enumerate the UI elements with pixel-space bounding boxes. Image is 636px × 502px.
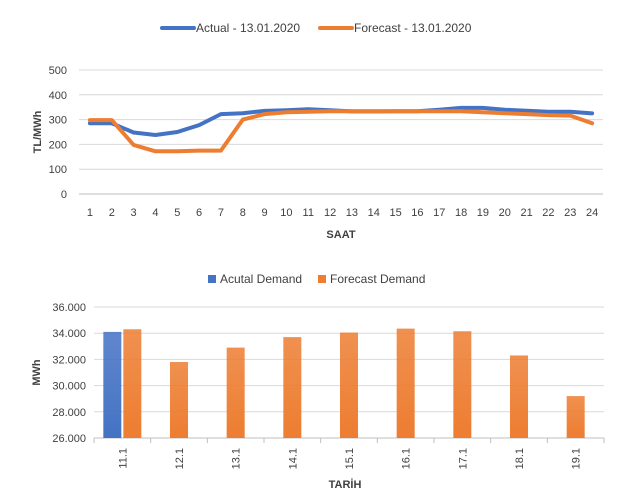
x-tick-label: 16 [411, 207, 423, 219]
bar-forecast-demand [226, 347, 245, 438]
x-tick-label: 5 [174, 207, 180, 219]
x-tick-label: 16.1 [401, 448, 413, 469]
y-tick-label: 0 [61, 189, 67, 201]
legend-label-actual: Actual - 13.01.2020 [196, 21, 300, 35]
x-tick-label: 11.1 [117, 448, 129, 469]
forecast-series-line [87, 109, 595, 154]
bar-forecast-demand [283, 337, 302, 438]
legend-swatch-actual-demand [208, 275, 216, 283]
x-tick-label: 20 [499, 207, 511, 219]
x-tick-label: 10 [280, 207, 292, 219]
x-tick-label: 17.1 [457, 448, 469, 469]
x-tick-label: 24 [586, 207, 598, 219]
x-tick-label: 17 [433, 207, 445, 219]
y-tick-label: 30.000 [52, 381, 86, 393]
x-tick-label: 19.1 [571, 448, 583, 469]
y-tick-label: 32.000 [52, 354, 86, 366]
x-tick-label: 18.1 [514, 448, 526, 469]
x-tick-label: 11 [303, 207, 314, 219]
x-tick-label: 12.1 [174, 448, 186, 469]
x-tick-label: 14 [368, 207, 380, 219]
x-tick-label: 8 [240, 207, 246, 219]
x-tick-label: 15.1 [344, 448, 356, 469]
bar-forecast-demand [170, 362, 188, 438]
legend-label-forecast-demand: Forecast Demand [330, 272, 425, 286]
x-tick-label: 2 [109, 207, 115, 219]
x-tick-label: 23 [564, 207, 576, 219]
bar-chart: Acutal Demand Forecast Demand 26.000 28.000… [31, 272, 605, 491]
legend-label-forecast: Forecast - 13.01.2020 [354, 21, 472, 35]
y-tick-label: 26.000 [52, 433, 86, 445]
x-tick-label: 15 [389, 207, 401, 219]
x-tick-label: 19 [477, 207, 489, 219]
x-tick-label: 4 [152, 207, 158, 219]
bar-forecast-demand [396, 328, 415, 438]
legend-label-actual-demand: Acutal Demand [220, 272, 302, 286]
y-tick-label: 200 [49, 139, 67, 151]
legend-swatch-forecast-demand [318, 275, 326, 283]
x-tick-label: 6 [196, 207, 202, 219]
x-tick-label: 22 [542, 207, 554, 219]
y-tick-label: 100 [49, 164, 67, 176]
bar-forecast-demand [123, 329, 142, 438]
y-axis-title: MWh [31, 359, 43, 386]
x-tick-label: 13 [346, 207, 358, 219]
x-tick-label: 12 [324, 207, 336, 219]
x-tick-label: 21 [520, 207, 532, 219]
y-axis-title: TL/MWh [32, 110, 44, 153]
x-tick-label: 18 [455, 207, 467, 219]
x-axis-title: TARİH [329, 478, 362, 491]
line-chart: Actual - 13.01.2020 Forecast - 13.01.2020… [32, 21, 603, 241]
x-tick-label: 13.1 [231, 448, 243, 469]
bar-forecast-demand [566, 396, 585, 438]
x-tick-label: 9 [262, 207, 268, 219]
y-tick-label: 300 [49, 115, 67, 127]
y-tick-label: 400 [49, 90, 67, 102]
bar-forecast-demand [453, 331, 472, 438]
bar-forecast-demand [510, 355, 528, 438]
y-tick-label: 500 [49, 65, 67, 77]
x-tick-label: 7 [218, 207, 224, 219]
x-tick-label: 14.1 [287, 448, 299, 469]
y-tick-label: 28.000 [52, 407, 86, 419]
y-tick-label: 36.000 [52, 302, 86, 314]
y-tick-label: 34.000 [52, 328, 86, 340]
x-tick-label: 3 [131, 207, 137, 219]
bar-forecast-demand [340, 332, 358, 438]
x-tick-label: 1 [87, 207, 93, 219]
x-axis-title: SAAT [326, 229, 355, 241]
bar-actual-demand [103, 331, 122, 438]
